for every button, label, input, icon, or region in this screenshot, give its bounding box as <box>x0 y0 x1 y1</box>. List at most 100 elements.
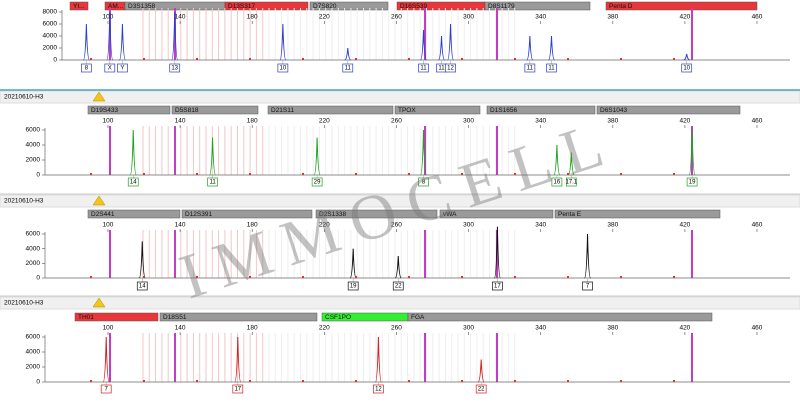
y-tick-label: 4000 <box>26 142 41 149</box>
locus-name: D2S441 <box>91 211 115 218</box>
x-tick-label: 380 <box>607 325 618 332</box>
allele-label: 8 <box>85 66 89 72</box>
noise <box>90 173 92 175</box>
locus-bar <box>407 312 713 322</box>
allele-label: 22 <box>395 284 402 290</box>
locus-bar <box>486 105 596 115</box>
locus-bar <box>159 312 318 322</box>
sample-header <box>0 90 800 104</box>
allele-label: 14 <box>130 180 137 186</box>
peak <box>102 336 110 383</box>
x-tick-label: 380 <box>607 118 618 125</box>
locus-name: AM... <box>108 3 123 10</box>
x-tick-label: 380 <box>607 222 618 229</box>
peak <box>209 137 217 176</box>
locus-name: D19S433 <box>91 107 118 114</box>
allele-label: 11 <box>527 66 534 72</box>
noise <box>620 58 622 60</box>
noise <box>302 173 304 175</box>
allele-box <box>492 281 503 291</box>
allele-label: 12 <box>447 66 454 72</box>
allele-label: 16 <box>554 180 561 186</box>
noise <box>514 380 516 382</box>
allele-box <box>169 63 181 73</box>
allele-label: 17.1 <box>565 180 577 186</box>
y-tick-label: 0 <box>36 172 40 179</box>
x-tick-label: 300 <box>463 325 474 332</box>
peak <box>568 152 575 176</box>
noise <box>90 380 92 382</box>
peak <box>349 248 357 279</box>
allele-label: 12 <box>375 387 382 393</box>
noise <box>90 276 92 278</box>
noise <box>567 276 569 278</box>
noise <box>355 58 357 60</box>
peak <box>279 23 287 61</box>
peak <box>313 137 321 176</box>
peak <box>438 35 446 61</box>
x-tick-label: 180 <box>247 222 258 229</box>
x-tick-label: 340 <box>535 222 546 229</box>
locus-name: vWA <box>443 211 457 218</box>
noise <box>461 173 463 175</box>
allele-box <box>277 63 289 73</box>
locus-name: D8S1179 <box>488 3 515 10</box>
allele-box <box>311 177 323 187</box>
allele-label: 11 <box>345 66 352 72</box>
noise <box>143 58 145 60</box>
y-tick-label: 6000 <box>26 334 41 341</box>
sample-header <box>0 296 800 310</box>
locus-bar <box>394 105 481 115</box>
y-tick-label: 0 <box>53 57 57 64</box>
x-tick-label: 180 <box>247 14 258 21</box>
allele-label: 22 <box>478 387 485 393</box>
peak <box>477 359 485 383</box>
allele-box <box>686 177 698 187</box>
allele-box <box>127 177 139 187</box>
noise <box>355 380 357 382</box>
allele-box <box>117 63 128 73</box>
sample-name: 20210610-H3 <box>4 300 44 307</box>
peak <box>118 23 126 61</box>
peak <box>344 47 351 61</box>
locus-name: D7S820 <box>313 3 337 10</box>
allele-box <box>565 177 577 187</box>
locus-bar <box>605 1 758 11</box>
noise <box>461 58 463 60</box>
x-tick-label: 460 <box>752 325 763 332</box>
noise <box>514 58 516 60</box>
x-tick-label: 420 <box>679 325 690 332</box>
allele-box <box>347 281 359 291</box>
noise <box>302 58 304 60</box>
peak <box>526 35 534 61</box>
peak <box>171 11 179 61</box>
x-tick-label: 140 <box>175 222 186 229</box>
locus-name: Penta D <box>609 3 633 10</box>
locus-name: D16S539 <box>400 3 427 10</box>
x-tick-label: 140 <box>175 14 186 21</box>
locus-name: TPOX <box>398 107 416 114</box>
allele-box <box>232 384 244 394</box>
noise <box>355 276 357 278</box>
locus-bar <box>224 1 309 11</box>
y-tick-label: 6000 <box>26 231 41 238</box>
locus-bar <box>171 105 259 115</box>
warning-icon <box>92 91 106 102</box>
locus-name: D21S11 <box>271 107 294 114</box>
noise <box>249 173 251 175</box>
peak <box>82 23 90 61</box>
x-tick-label: 180 <box>247 118 258 125</box>
peak <box>374 336 382 383</box>
x-tick-label: 340 <box>535 14 546 21</box>
allele-box <box>136 281 148 291</box>
allele-label: 7 <box>586 284 590 290</box>
y-tick-label: 2000 <box>26 260 41 267</box>
allele-box <box>392 281 404 291</box>
noise <box>567 58 569 60</box>
noise <box>143 173 145 175</box>
x-tick-label: 260 <box>391 118 402 125</box>
x-tick-label: 220 <box>319 14 330 21</box>
noise <box>567 380 569 382</box>
locus-bar <box>181 209 313 219</box>
